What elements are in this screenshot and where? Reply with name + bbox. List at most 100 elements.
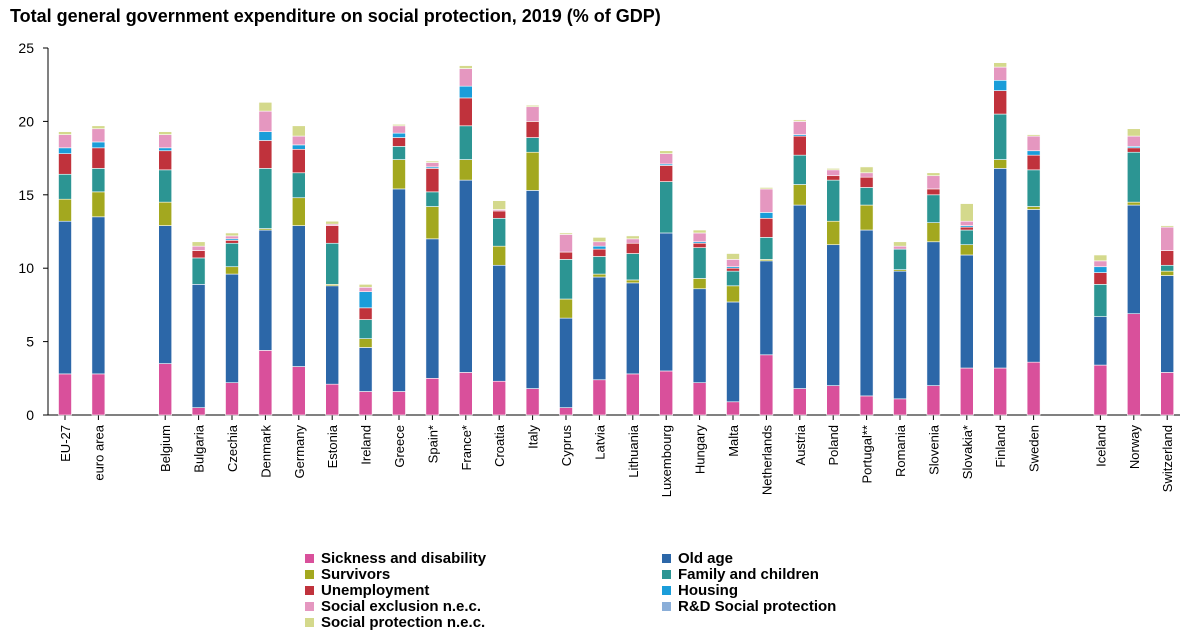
bar-segment bbox=[826, 175, 841, 181]
bar-segment bbox=[525, 388, 540, 416]
bar-segment bbox=[826, 169, 841, 177]
bar-segment bbox=[525, 106, 540, 122]
bar-segment bbox=[993, 168, 1008, 369]
bar-segment bbox=[358, 338, 373, 348]
bar-segment bbox=[258, 350, 273, 416]
bar-segment bbox=[191, 250, 206, 259]
bar-stack bbox=[659, 150, 674, 416]
bar-segment bbox=[392, 159, 406, 190]
bar-segment bbox=[859, 395, 874, 416]
legend-item: Unemployment bbox=[305, 582, 429, 599]
legend-label: Sickness and disability bbox=[321, 549, 487, 567]
bar-segment bbox=[258, 110, 273, 132]
bar-segment bbox=[659, 153, 674, 165]
bar-segment bbox=[525, 121, 540, 138]
bar-segment bbox=[458, 159, 473, 181]
bar-segment bbox=[659, 165, 674, 182]
bar-stack bbox=[158, 131, 172, 416]
bar-segment bbox=[1160, 264, 1174, 272]
x-tick-label: Slovenia bbox=[926, 424, 941, 475]
bar-segment bbox=[425, 377, 440, 416]
bar-segment bbox=[1127, 135, 1141, 147]
y-tick-label: 20 bbox=[18, 113, 34, 129]
bar-segment bbox=[191, 257, 206, 285]
bar-segment bbox=[592, 237, 607, 243]
x-tick-label: Denmark bbox=[258, 425, 273, 478]
bar-segment bbox=[191, 407, 206, 416]
legend-item: Social exclusion n.e.c. bbox=[305, 598, 481, 615]
legend-swatch bbox=[305, 553, 314, 563]
bar-segment bbox=[425, 162, 440, 168]
bar-segment bbox=[926, 194, 941, 223]
bar-stack bbox=[959, 203, 974, 416]
bar-segment bbox=[458, 179, 473, 373]
bar-segment bbox=[659, 181, 674, 234]
x-tick-label: Lithuania bbox=[626, 424, 641, 478]
bar-segment bbox=[1127, 147, 1141, 153]
bar-segment bbox=[993, 159, 1008, 169]
bar-segment bbox=[592, 276, 607, 381]
x-tick-label: Luxembourg bbox=[659, 425, 674, 497]
x-tick-label: Malta bbox=[726, 424, 741, 457]
bar-stack bbox=[726, 253, 740, 416]
bar-segment bbox=[392, 125, 406, 134]
bar-segment bbox=[726, 285, 740, 303]
bar-segment bbox=[58, 131, 72, 135]
bar-stack bbox=[58, 131, 72, 416]
bar-stack bbox=[191, 241, 206, 416]
legend-item: Social protection n.e.c. bbox=[305, 614, 485, 631]
bar-segment bbox=[592, 248, 607, 257]
bar-segment bbox=[1093, 364, 1108, 416]
bar-segment bbox=[625, 235, 640, 240]
bar-segment bbox=[325, 220, 340, 225]
bar-segment bbox=[1093, 316, 1108, 366]
legend-swatch bbox=[305, 569, 314, 579]
bar-segment bbox=[392, 132, 406, 138]
bar-stack bbox=[1127, 128, 1141, 416]
bar-segment bbox=[859, 166, 874, 174]
legend-swatch bbox=[305, 601, 314, 611]
bar-segment bbox=[58, 134, 72, 149]
bar-segment bbox=[492, 217, 507, 247]
bar-segment bbox=[993, 113, 1008, 160]
bar-segment bbox=[692, 247, 707, 279]
bar-segment bbox=[692, 278, 707, 290]
bar-segment bbox=[959, 226, 974, 231]
bar-segment bbox=[358, 286, 373, 292]
bar-segment bbox=[959, 254, 974, 369]
bar-segment bbox=[826, 385, 841, 416]
bar-segment bbox=[425, 160, 440, 163]
y-tick-label: 0 bbox=[26, 407, 34, 423]
bar-segment bbox=[1160, 250, 1174, 266]
bar-segment bbox=[625, 373, 640, 416]
bar-segment bbox=[559, 232, 573, 235]
x-tick-label: Bulgaria bbox=[192, 424, 207, 472]
x-tick-label: Switzerland bbox=[1160, 425, 1175, 492]
bar-segment bbox=[458, 68, 473, 87]
bar-segment bbox=[726, 301, 740, 403]
x-axis: EU-27 euro area Belgium Bulgaria Czechia Denm… bbox=[48, 414, 1180, 497]
bar-segment bbox=[492, 200, 507, 210]
bar-segment bbox=[158, 147, 172, 152]
bar-segment bbox=[625, 253, 640, 281]
bar-segment bbox=[993, 90, 1008, 115]
legend-label: Old age bbox=[678, 549, 734, 567]
bar-segment bbox=[325, 285, 340, 385]
bar-segment bbox=[625, 238, 640, 244]
bar-stack bbox=[893, 241, 907, 416]
bar-segment bbox=[1160, 270, 1174, 276]
bar-segment bbox=[759, 354, 774, 416]
bar-segment bbox=[225, 273, 239, 384]
x-tick-label: France* bbox=[459, 425, 474, 471]
bar-stack bbox=[525, 104, 540, 416]
bar-stack bbox=[225, 232, 239, 416]
legend-label: Family and children bbox=[678, 565, 819, 583]
bar-segment bbox=[458, 372, 473, 416]
bar-segment bbox=[358, 347, 373, 392]
legend-item: Housing bbox=[662, 582, 738, 599]
bar-segment bbox=[592, 273, 607, 278]
bar-segment bbox=[759, 217, 774, 238]
bar-segment bbox=[726, 267, 740, 272]
bar-stack bbox=[692, 229, 707, 416]
bar-segment bbox=[625, 279, 640, 284]
